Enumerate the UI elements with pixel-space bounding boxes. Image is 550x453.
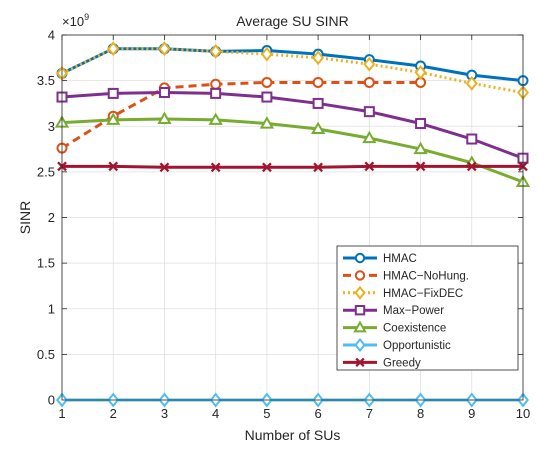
data-point [208, 112, 223, 125]
x-tick-label: 8 [417, 406, 424, 421]
legend-marker [354, 252, 366, 264]
y-axis-label: SINR [17, 201, 33, 234]
data-point [260, 46, 273, 62]
legend-marker [355, 357, 365, 367]
series-line [61, 47, 524, 94]
legend-marker [354, 285, 366, 300]
data-point [310, 121, 326, 135]
data-point [363, 76, 375, 88]
data-point [261, 91, 273, 103]
y-tick-label: 1.5 [37, 256, 55, 271]
legend-item: HMAC−NoHung. [343, 270, 469, 282]
legend-marker [353, 320, 367, 333]
data-point [210, 87, 222, 99]
data-point [210, 162, 221, 173]
y-tick-label: 0 [48, 393, 55, 408]
x-tick-label: 4 [212, 406, 219, 421]
data-point [363, 106, 375, 118]
legend-label: Coexistence [383, 323, 446, 335]
data-point [363, 56, 376, 72]
data-point [415, 161, 426, 172]
x-tick-label: 5 [263, 406, 270, 421]
data-point [108, 161, 119, 172]
data-point [262, 162, 272, 173]
exponent-base: ×10 [62, 14, 84, 29]
x-tick-label: 9 [468, 406, 475, 421]
data-point [312, 97, 324, 109]
x-tick-label: 7 [366, 406, 373, 421]
data-point [465, 75, 478, 91]
legend-marker [354, 337, 366, 353]
series-line [61, 117, 524, 184]
data-point [466, 133, 478, 145]
data-point [313, 162, 323, 173]
series-line [61, 90, 524, 160]
x-tick-label: 3 [161, 406, 168, 421]
data-point [209, 43, 222, 59]
legend-item: HMAC [343, 252, 417, 265]
y-tick-label: 4 [48, 28, 55, 43]
legend-label: HMAC−FixDEC [383, 288, 463, 300]
x-tick-label: 10 [516, 406, 530, 421]
data-point [261, 76, 273, 88]
series-layer [54, 41, 531, 408]
data-point [159, 162, 170, 173]
data-point [466, 161, 477, 172]
legend-label: Greedy [383, 357, 421, 369]
y-tick-label: 1 [48, 301, 55, 316]
legend-label: HMAC [383, 253, 417, 265]
series-4 [54, 111, 531, 187]
series-2 [56, 41, 529, 100]
legend: HMAC HMAC−NoHung. HMAC−FixDEC Max−Power Coex… [336, 245, 519, 371]
data-point [210, 78, 222, 90]
y-axis-exponent: ×109 [62, 12, 89, 29]
data-point [158, 41, 171, 57]
chart-title: Average SU SINR [236, 13, 349, 29]
y-tick-label: 3.5 [37, 73, 55, 88]
series-3 [56, 86, 529, 164]
legend-item: Opportunistic [343, 337, 451, 353]
data-point [157, 111, 172, 124]
x-tick-label: 1 [58, 406, 65, 421]
legend-marker [354, 305, 366, 316]
data-point [259, 116, 275, 129]
series-line [61, 80, 421, 150]
legend-box [336, 245, 519, 371]
data-point [312, 50, 325, 66]
exponent-power: 9 [84, 12, 89, 22]
legend-label: Max−Power [383, 305, 444, 317]
axis-ticks: 1 2 3 4 5 6 7 8 9 10 0 0.5 1 1.5 2 2.5 3 3.5 4 [37, 28, 530, 422]
legend-label: HMAC−NoHung. [383, 270, 469, 282]
legend-label: Opportunistic [383, 340, 451, 352]
y-tick-label: 2.5 [37, 164, 55, 179]
y-tick-label: 3 [48, 119, 55, 134]
x-tick-label: 6 [314, 406, 321, 421]
data-point [414, 64, 427, 80]
plot-frame [61, 34, 524, 401]
legend-item: Greedy [343, 357, 421, 369]
series-6 [57, 161, 528, 173]
x-axis-label: Number of SUs [245, 427, 341, 443]
data-point [158, 86, 170, 98]
data-point [362, 130, 377, 144]
legend-item: HMAC−FixDEC [343, 285, 463, 300]
legend-item: Coexistence [343, 320, 446, 335]
x-tick-label: 2 [110, 406, 117, 421]
data-point [106, 112, 121, 125]
data-point [364, 161, 375, 172]
data-point [107, 87, 119, 99]
legend-marker [354, 270, 366, 281]
y-tick-label: 0.5 [37, 347, 55, 362]
data-point [312, 76, 324, 88]
data-point [415, 118, 427, 130]
series-line [62, 164, 523, 169]
data-point [107, 41, 120, 57]
legend-item: Max−Power [343, 305, 444, 317]
series-line [61, 47, 524, 83]
y-tick-label: 2 [48, 210, 55, 225]
data-point [413, 141, 428, 155]
